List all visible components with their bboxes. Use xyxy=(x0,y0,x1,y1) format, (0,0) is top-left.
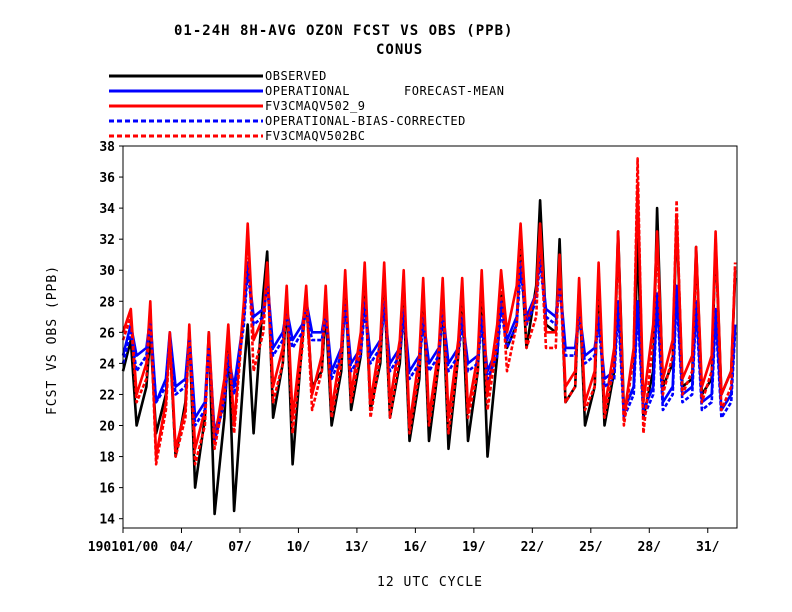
y-axis: 14 16 18 20 22 24 26 28 30 32 34 36 38 xyxy=(99,140,123,528)
y-tick-label-3: 20 xyxy=(99,420,115,435)
x-axis: 190101/00 04/07/10/13/16/19/22/25/28/31/ xyxy=(88,528,720,555)
y-tick-label-12: 38 xyxy=(99,140,115,155)
x-tick-label-10: 31/ xyxy=(696,540,720,555)
x-tick-label-6: 19/ xyxy=(462,540,486,555)
x-tick-label-1: 04/ xyxy=(170,540,194,555)
plot-frame xyxy=(122,145,738,529)
y-tick-label-8: 30 xyxy=(99,264,115,279)
series-line-3 xyxy=(121,261,737,443)
legend-label-0: OBSERVED xyxy=(265,69,327,83)
x-tick-label-0: 190101/00 xyxy=(88,540,159,555)
x-tick-label-7: 22/ xyxy=(521,540,545,555)
y-tick-label-4: 22 xyxy=(99,388,115,403)
legend-label-2: FV3CMAQV502_9 xyxy=(265,99,365,113)
x-tick-label-9: 28/ xyxy=(638,540,662,555)
x-tick-label-8: 25/ xyxy=(579,540,603,555)
y-tick-label-10: 34 xyxy=(99,202,115,217)
x-tick-label-2: 07/ xyxy=(228,540,252,555)
x-axis-label: 12 UTC CYCLE xyxy=(377,575,483,590)
y-tick-label-5: 24 xyxy=(99,357,115,372)
y-tick-label-11: 36 xyxy=(99,171,115,186)
legend-label-4: FV3CMAQV502BC xyxy=(265,129,365,143)
y-tick-label-2: 18 xyxy=(99,451,115,466)
series-line-4 xyxy=(121,157,737,466)
chart-subtitle: CONUS xyxy=(376,42,423,58)
y-tick-label-6: 26 xyxy=(99,326,115,341)
y-tick-label-0: 14 xyxy=(99,513,115,528)
legend-label-1: OPERATIONAL xyxy=(265,84,350,98)
y-tick-label-1: 16 xyxy=(99,482,115,497)
series-layer xyxy=(121,157,737,516)
chart-title: 01-24H 8H-AVG OZON FCST VS OBS (PPB) xyxy=(174,23,513,39)
y-tick-label-9: 32 xyxy=(99,233,115,248)
x-tick-label-5: 16/ xyxy=(404,540,428,555)
x-tick-label-4: 13/ xyxy=(345,540,369,555)
x-tick-label-3: 10/ xyxy=(287,540,311,555)
y-axis-label: FCST VS OBS (PPB) xyxy=(45,265,60,415)
legend-extra-label: FORECAST-MEAN xyxy=(404,84,504,98)
legend-label-3: OPERATIONAL-BIAS-CORRECTED xyxy=(265,114,466,128)
legend: OBSERVEDOPERATIONALFV3CMAQV502_9OPERATIO… xyxy=(109,69,466,143)
y-tick-label-7: 28 xyxy=(99,295,115,310)
